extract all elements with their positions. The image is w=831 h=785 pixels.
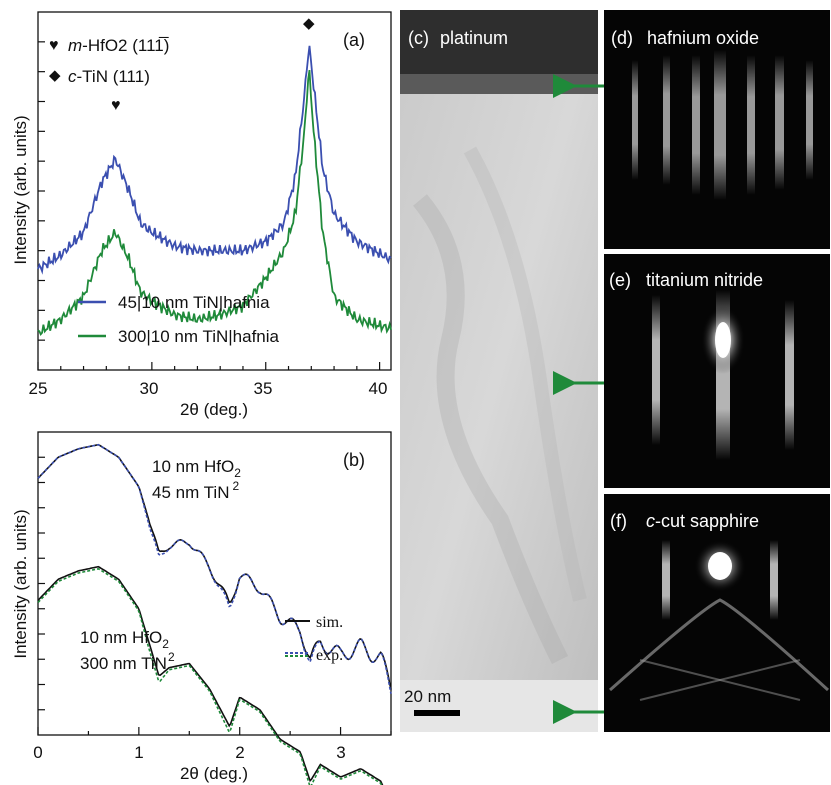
rheed-streak	[662, 540, 670, 620]
rheed-streak	[770, 540, 778, 620]
peak-marker-heart-icon: ♥	[111, 97, 121, 114]
panel-e: (e) titanium nitride	[604, 254, 830, 488]
scalebar	[414, 710, 460, 716]
panel-c-label: (c)	[408, 28, 429, 48]
a-xtick-3: 40	[369, 379, 388, 398]
b-sim-line-bottom	[37, 565, 384, 785]
b-ylabel: Intensity (arb. units)	[11, 509, 30, 658]
legend-label-exp: exp.	[316, 647, 343, 664]
rheed-streak	[692, 55, 700, 195]
legend-label-300: 300|10 nm TiN|hafnia	[118, 327, 280, 346]
panel-d-title: hafnium oxide	[647, 28, 759, 48]
panel-e-label: (e)	[609, 270, 631, 290]
rheed-streak	[714, 50, 726, 200]
legend-label-45: 45|10 nm TiN|hafnia	[118, 293, 270, 312]
scalebar-label: 20 nm	[404, 687, 451, 706]
panel-c-title: platinum	[440, 28, 508, 48]
b-annot-bot-1: 10 nm HfO2	[80, 628, 169, 651]
kikuchi-line	[639, 659, 801, 701]
panel-f: (f) c-cut sapphire	[604, 494, 830, 732]
rheed-sapphire-image	[604, 494, 830, 732]
panel-f-title: c-cut sapphire	[646, 511, 759, 531]
tem-grain-texture	[412, 194, 569, 665]
rheed-streak	[775, 55, 784, 190]
panel-c: (c) platinum 20 nm	[400, 10, 648, 732]
a-xtick-0: 25	[29, 379, 48, 398]
tem-grain-texture-2	[463, 146, 587, 602]
b-xtick-2: 2	[235, 743, 244, 762]
rheed-streak	[785, 300, 794, 450]
a-xlabel: 2θ (deg.)	[180, 400, 248, 419]
b-xtick-1: 1	[134, 743, 143, 762]
rheed-streak	[632, 60, 638, 180]
b-exp-line-bottom	[37, 567, 383, 785]
tem-image	[400, 10, 598, 732]
kikuchi-line	[609, 598, 830, 692]
b-annot-bot-2: 300 nm TiN2	[80, 650, 175, 673]
a-xtick-2: 35	[254, 379, 273, 398]
panel-b-frame	[37, 431, 392, 736]
rheed-streak	[652, 295, 660, 445]
rheed-streak	[747, 55, 755, 195]
diamond-icon: ◆	[49, 67, 61, 84]
panel-d-label: (d)	[611, 28, 633, 48]
a-xtick-1: 30	[140, 379, 159, 398]
b-annot-top-1: 10 nm HfO2	[152, 457, 241, 480]
b-xtick-3: 3	[336, 743, 345, 762]
heart-icon: ♥	[49, 37, 59, 54]
panel-d: (d) hafnium oxide	[604, 10, 830, 249]
tem-hafnia-layer	[400, 74, 598, 94]
legend-label-sim: sim.	[316, 614, 343, 631]
panel-f-label: (f)	[610, 511, 627, 531]
b-annot-top-2: 45 nm TiN 2	[152, 479, 239, 502]
panel-a-label: (a)	[343, 30, 365, 50]
rheed-streak	[806, 60, 813, 180]
rheed-spot-core	[708, 552, 732, 580]
b-xtick-0: 0	[33, 743, 42, 762]
peak-marker-diamond-icon: ◆	[303, 15, 315, 32]
tem-platinum-layer	[400, 10, 598, 74]
a-ylabel: Intensity (arb. units)	[11, 115, 30, 264]
panel-a: (a) ♥ m-HfO2 (111̅) ◆ c-TiN (111) ♥ ◆ 45…	[11, 11, 392, 419]
a-series-line	[37, 69, 392, 336]
b-sim-line-top	[37, 443, 392, 690]
b-xlabel: 2θ (deg.)	[180, 764, 248, 783]
rheed-streak	[663, 55, 670, 185]
b-exp-line-top	[37, 443, 392, 694]
rheed-spot-core	[715, 322, 731, 358]
panel-b: (b) 10 nm HfO2 45 nm TiN 2 10 nm HfO2 300…	[11, 431, 392, 785]
a-series-line	[37, 45, 392, 275]
panel-e-title: titanium nitride	[646, 270, 763, 290]
legend-peak-tin: c-TiN (111)	[68, 67, 150, 86]
panel-b-label: (b)	[343, 450, 365, 470]
legend-peak-hfo2: m-HfO2 (111̅)	[68, 36, 169, 55]
